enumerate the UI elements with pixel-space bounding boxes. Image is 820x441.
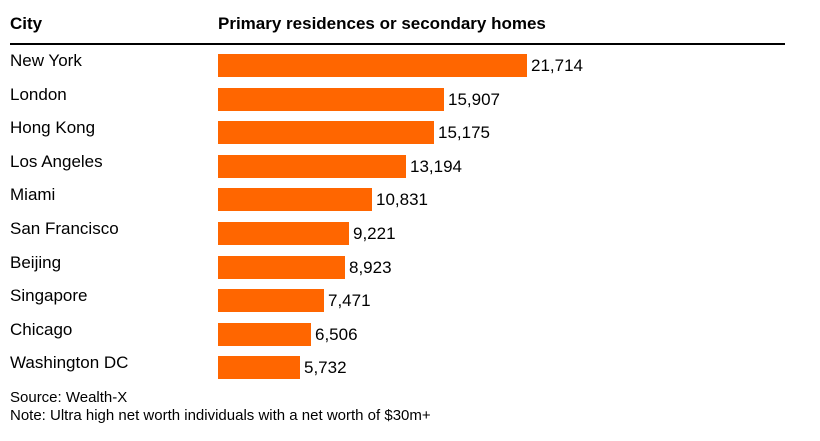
bar: [218, 121, 434, 145]
table-row: Miami 10,831: [0, 181, 820, 214]
value-label: 21,714: [531, 56, 583, 75]
value-label: 8,923: [349, 257, 392, 277]
bar: [218, 154, 406, 178]
bar: [218, 54, 527, 77]
value-label: 15,907: [448, 89, 500, 109]
table-row: London 15,907: [0, 81, 820, 114]
value-label: 15,175: [438, 123, 490, 143]
header-divider: [10, 43, 785, 45]
header-value: Primary residences or secondary homes: [218, 14, 546, 33]
city-label: Chicago: [10, 319, 73, 339]
city-label: Washington DC: [10, 353, 129, 373]
city-label: London: [10, 84, 67, 104]
table-row: Los Angeles 13,194: [0, 148, 820, 181]
table-row: Washington DC 5,732: [0, 349, 820, 382]
city-label: Miami: [10, 185, 56, 205]
city-label: Hong Kong: [10, 118, 96, 138]
bar: [218, 87, 444, 111]
city-label: San Francisco: [10, 219, 119, 238]
bar: [218, 255, 345, 279]
value-label: 10,831: [376, 190, 428, 210]
city-label: Beijing: [10, 252, 62, 272]
city-label: New York: [10, 51, 82, 70]
bar: [218, 188, 372, 212]
table-row: Hong Kong 15,175: [0, 114, 820, 147]
value-label: 6,506: [315, 324, 358, 344]
bar: [218, 322, 311, 346]
footnote: Note: Ultra high net worth individuals w…: [10, 407, 431, 424]
value-label: 9,221: [353, 224, 396, 243]
bar: [218, 222, 349, 245]
table-row: New York 21,714: [0, 47, 820, 80]
value-label: 13,194: [410, 156, 462, 176]
bar: [218, 289, 324, 313]
source-note: Source: Wealth-X: [10, 389, 128, 406]
city-label: Singapore: [10, 286, 88, 306]
header-city: City: [10, 14, 43, 33]
table-row: Chicago 6,506: [0, 316, 820, 349]
city-label: Los Angeles: [10, 151, 103, 171]
table-row: Beijing 8,923: [0, 249, 820, 282]
value-label: 7,471: [328, 291, 371, 311]
value-label: 5,732: [304, 358, 347, 378]
table-row: San Francisco 9,221: [0, 215, 820, 248]
bar: [218, 356, 300, 380]
table-row: Singapore 7,471: [0, 282, 820, 315]
